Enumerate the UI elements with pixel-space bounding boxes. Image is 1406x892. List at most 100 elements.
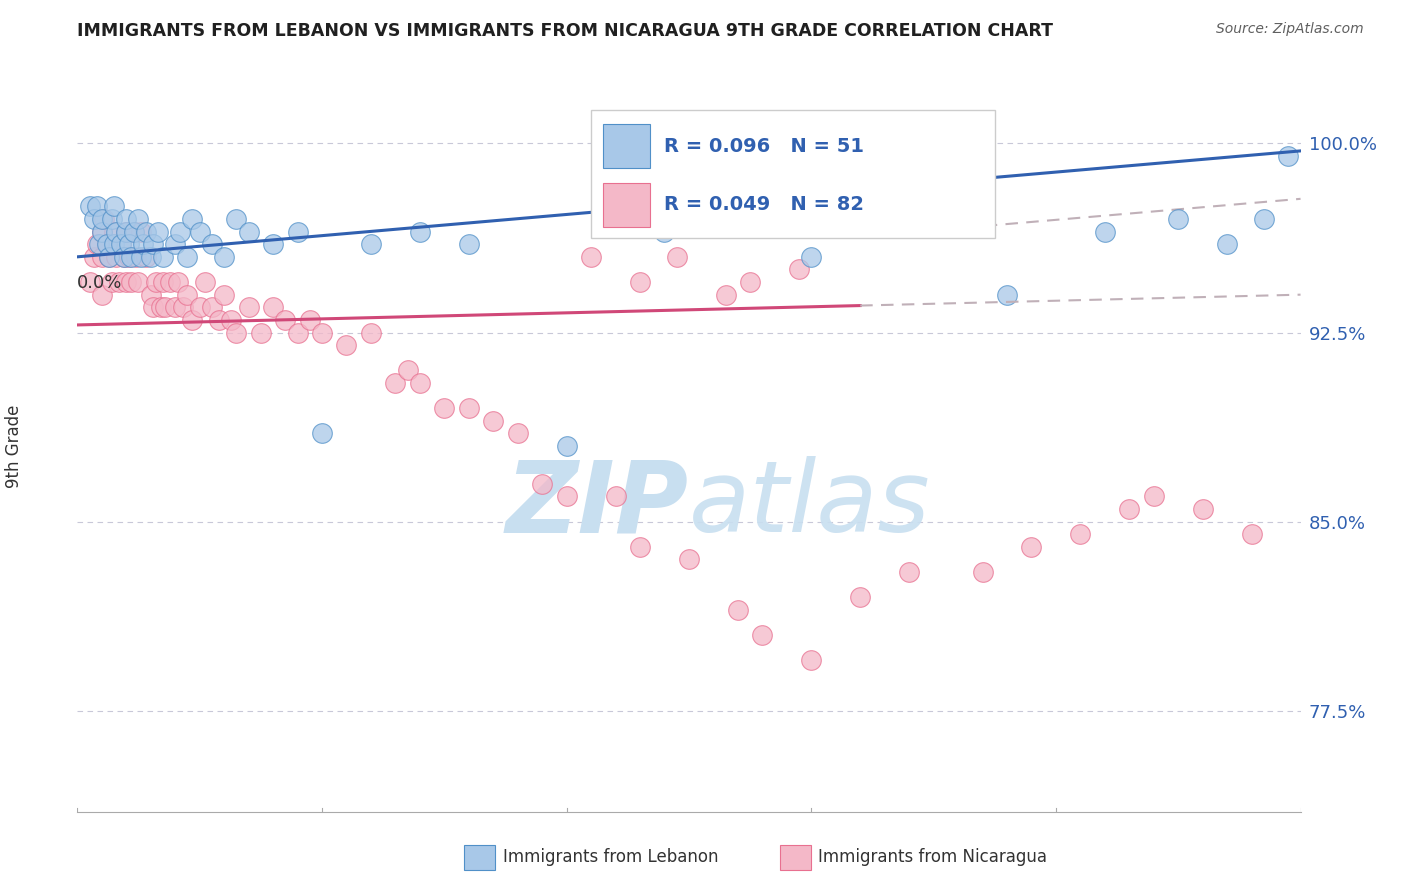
Text: R = 0.049   N = 82: R = 0.049 N = 82 — [665, 195, 865, 214]
Point — [628, 540, 651, 554]
Point — [100, 212, 122, 227]
Point — [628, 275, 651, 289]
Point — [152, 250, 174, 264]
Point — [298, 313, 321, 327]
Point — [1069, 527, 1091, 541]
Point — [176, 250, 198, 264]
Point — [1118, 502, 1140, 516]
Point — [115, 225, 138, 239]
Point — [188, 225, 211, 239]
Point — [115, 225, 138, 239]
Point — [129, 250, 152, 264]
Point — [176, 287, 198, 301]
Point — [482, 414, 505, 428]
Point — [105, 225, 128, 239]
Point — [654, 225, 676, 239]
Point — [79, 199, 101, 213]
Point — [165, 237, 187, 252]
Point — [787, 262, 810, 277]
Point — [83, 212, 105, 227]
Point — [90, 250, 112, 264]
Point — [287, 326, 309, 340]
Point — [89, 237, 111, 252]
Point — [181, 212, 204, 227]
Point — [727, 603, 749, 617]
Point — [115, 212, 138, 227]
Point — [166, 275, 188, 289]
Point — [122, 225, 145, 239]
Point — [751, 628, 773, 642]
Point — [1191, 502, 1213, 516]
Point — [86, 199, 108, 213]
Point — [531, 476, 554, 491]
FancyBboxPatch shape — [591, 110, 995, 237]
Point — [1253, 212, 1275, 227]
Point — [128, 275, 150, 289]
Point — [90, 287, 112, 301]
Point — [145, 275, 167, 289]
Point — [96, 237, 118, 252]
Point — [86, 237, 108, 252]
Point — [238, 225, 260, 239]
Point — [193, 275, 215, 289]
Point — [122, 225, 145, 239]
Point — [849, 591, 872, 605]
Text: R = 0.096   N = 51: R = 0.096 N = 51 — [665, 136, 865, 155]
Point — [149, 300, 172, 314]
Point — [142, 237, 165, 252]
Text: IMMIGRANTS FROM LEBANON VS IMMIGRANTS FROM NICARAGUA 9TH GRADE CORRELATION CHART: IMMIGRANTS FROM LEBANON VS IMMIGRANTS FR… — [77, 22, 1053, 40]
Point — [110, 237, 132, 252]
Point — [1240, 527, 1263, 541]
Point — [714, 287, 737, 301]
Point — [201, 300, 224, 314]
Point — [139, 287, 162, 301]
Point — [120, 250, 142, 264]
Point — [221, 313, 243, 327]
Point — [311, 426, 333, 441]
Point — [579, 250, 602, 264]
Point — [1021, 540, 1043, 554]
Point — [360, 326, 382, 340]
Point — [128, 212, 150, 227]
Point — [103, 225, 125, 239]
Point — [555, 490, 578, 504]
Point — [457, 237, 479, 252]
Point — [90, 225, 112, 239]
Point — [555, 439, 578, 453]
Point — [169, 225, 191, 239]
Point — [1143, 490, 1166, 504]
Point — [152, 275, 174, 289]
Point — [800, 250, 823, 264]
Point — [129, 225, 152, 239]
Point — [1277, 149, 1299, 163]
Point — [238, 300, 260, 314]
Point — [103, 237, 125, 252]
Point — [311, 326, 333, 340]
Point — [98, 250, 121, 264]
Point — [433, 401, 456, 416]
Point — [995, 287, 1018, 301]
Text: Immigrants from Lebanon: Immigrants from Lebanon — [503, 848, 718, 866]
Text: atlas: atlas — [689, 456, 931, 553]
Point — [188, 300, 211, 314]
Point — [740, 275, 762, 289]
Point — [396, 363, 419, 377]
Point — [225, 212, 247, 227]
Point — [605, 490, 627, 504]
Point — [110, 237, 132, 252]
Point — [1167, 212, 1189, 227]
Point — [83, 250, 105, 264]
Point — [90, 225, 112, 239]
Point — [108, 275, 131, 289]
Point — [103, 199, 125, 213]
Point — [159, 275, 181, 289]
Point — [93, 212, 115, 227]
Point — [335, 338, 357, 352]
Point — [972, 565, 994, 579]
Point — [250, 326, 273, 340]
Point — [1216, 237, 1239, 252]
Point — [98, 250, 121, 264]
Point — [105, 250, 128, 264]
FancyBboxPatch shape — [603, 124, 650, 168]
Text: Immigrants from Nicaragua: Immigrants from Nicaragua — [818, 848, 1047, 866]
